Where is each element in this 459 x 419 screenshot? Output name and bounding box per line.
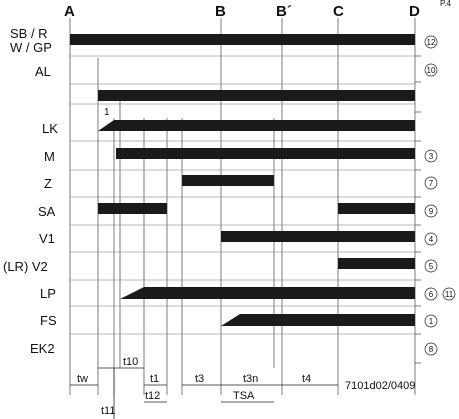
bar-lk-ramp xyxy=(98,120,114,131)
circle-9-text: 9 xyxy=(429,207,434,216)
bar-fs xyxy=(221,314,415,326)
time-t3: t3 xyxy=(195,373,204,385)
time-dimensions xyxy=(70,367,338,419)
circle-1-text: 1 xyxy=(429,317,434,326)
bar-sa-2 xyxy=(338,203,415,214)
circle-3-text: 3 xyxy=(429,152,434,161)
grid-lines xyxy=(69,18,416,395)
phase-D: D xyxy=(409,3,420,20)
circle-7-text: 7 xyxy=(429,179,434,188)
circle-3 xyxy=(424,149,438,163)
circle-10 xyxy=(424,63,438,77)
time-t4: t4 xyxy=(302,373,311,385)
signal-bars xyxy=(70,34,415,326)
label-sb-r: SB / R xyxy=(10,26,48,41)
circle-6-text: 6 xyxy=(429,290,434,299)
bar-v2 xyxy=(338,258,415,269)
label-w-gp: W / GP xyxy=(10,40,52,55)
circle-8 xyxy=(424,342,438,356)
label-lr-v2: (LR) V2 xyxy=(3,259,48,274)
circle-4-text: 4 xyxy=(429,235,434,244)
time-tw: tw xyxy=(77,373,88,385)
circle-12-text: 12 xyxy=(427,38,436,47)
row-labels: SB / R W / GP AL LK M Z SA V1 (LR) V2 LP… xyxy=(3,26,58,356)
row-separators xyxy=(70,55,415,335)
time-t3n: t3n xyxy=(243,373,258,385)
label-lk: LK xyxy=(42,121,58,136)
time-t1: t1 xyxy=(150,373,159,385)
circle-8-text: 8 xyxy=(429,345,434,354)
bar-row4 xyxy=(98,90,415,101)
label-fs: FS xyxy=(40,313,57,328)
circle-10-text: 10 xyxy=(427,66,436,75)
reference-code: 7101d02/0409 xyxy=(345,380,415,392)
bar-m xyxy=(116,148,415,159)
circle-numbers xyxy=(424,35,456,356)
label-lp: LP xyxy=(40,286,56,301)
time-t12: t12 xyxy=(145,390,160,402)
label-al: AL xyxy=(35,64,51,79)
circle-7 xyxy=(424,176,438,190)
circle-9 xyxy=(424,204,438,218)
circle-5 xyxy=(424,259,438,273)
time-labels: tw t10 t1 t12 t3 t3n TSA t4 t11 xyxy=(77,356,311,417)
label-ek2: EK2 xyxy=(30,341,55,356)
time-t10: t10 xyxy=(123,356,138,368)
marker-one: 1 xyxy=(104,107,110,118)
circle-11 xyxy=(442,287,456,301)
corner-mark: P.4 xyxy=(440,0,452,8)
bar-sa-1 xyxy=(98,203,167,214)
bar-sb-r xyxy=(70,34,415,45)
bar-lk xyxy=(114,120,415,131)
phase-C: C xyxy=(333,3,344,20)
label-m: M xyxy=(44,149,55,164)
label-z: Z xyxy=(44,176,52,191)
phase-A: A xyxy=(64,3,75,20)
bar-lp xyxy=(120,287,415,299)
label-sa: SA xyxy=(38,204,56,219)
phase-B-prime: B´ xyxy=(276,3,292,20)
time-t11: t11 xyxy=(101,405,115,417)
circle-5-text: 5 xyxy=(429,262,434,271)
time-tsa: TSA xyxy=(233,390,255,402)
circle-12 xyxy=(424,35,438,49)
circle-1 xyxy=(424,314,438,328)
circle-number-texts: 12 10 3 7 9 4 5 6 11 1 8 xyxy=(427,38,454,354)
phase-B: B xyxy=(215,3,226,20)
phase-letters: A B B´ C D xyxy=(64,3,420,20)
circle-11-text: 11 xyxy=(445,290,454,299)
circle-4 xyxy=(424,232,438,246)
circle-6 xyxy=(424,287,438,301)
right-ticks xyxy=(415,55,421,364)
bar-z xyxy=(182,175,274,186)
bar-v1 xyxy=(221,231,415,242)
label-v1: V1 xyxy=(39,231,55,246)
